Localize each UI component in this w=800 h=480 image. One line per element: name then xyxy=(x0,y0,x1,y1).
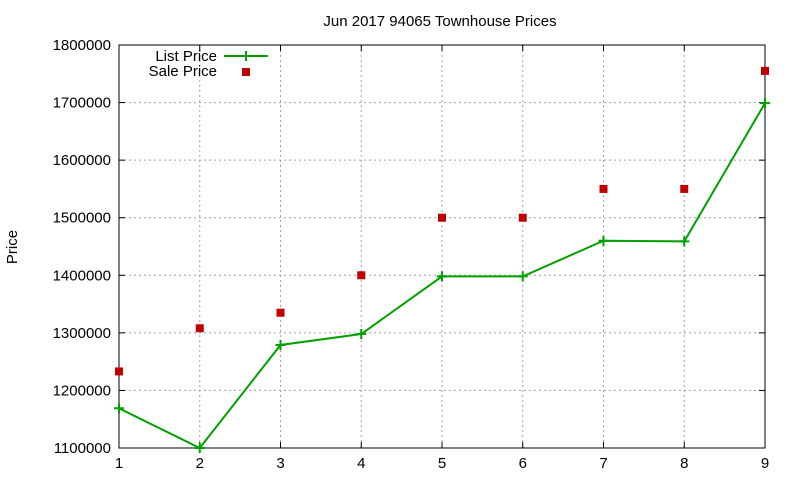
sale-price-point xyxy=(599,184,608,193)
legend-label-sale-price: Sale Price xyxy=(149,63,217,80)
series-layer xyxy=(114,66,770,453)
legend-swatch-sale-price xyxy=(242,68,250,76)
sale-price-point xyxy=(438,213,446,222)
y-axis-label: Price xyxy=(4,230,21,264)
legend-swatch-list-price xyxy=(224,51,268,61)
y-tick-label: 1800000 xyxy=(53,37,111,54)
sale-price-point xyxy=(680,184,689,193)
list-price-point xyxy=(760,98,770,109)
list-price-point xyxy=(114,403,124,414)
list-price-point xyxy=(517,271,528,282)
list-price-point xyxy=(356,329,367,340)
list-price-point xyxy=(679,236,690,247)
sale-price-point xyxy=(357,271,366,280)
x-tick-label: 8 xyxy=(680,455,688,472)
x-tick-label: 4 xyxy=(357,455,365,472)
y-tick-label: 1100000 xyxy=(54,440,111,457)
x-tick-label: 9 xyxy=(761,455,769,472)
x-tick-label: 3 xyxy=(276,455,284,472)
sale-price-point xyxy=(276,308,285,317)
x-tick-label: 1 xyxy=(115,455,123,472)
y-tick-label: 1500000 xyxy=(53,210,111,227)
y-tick-label: 1700000 xyxy=(53,95,111,112)
x-tick-label: 2 xyxy=(196,455,204,472)
legend-marker-list-price xyxy=(241,51,251,61)
x-tick-label: 7 xyxy=(599,455,607,472)
list-price-point xyxy=(194,443,205,453)
grid-layer xyxy=(119,45,765,448)
list-price-point xyxy=(598,235,609,246)
legend-label-list-price: List Price xyxy=(155,48,217,65)
chart-title: Jun 2017 94065 Townhouse Prices xyxy=(323,13,556,30)
list-price-point xyxy=(437,271,447,282)
tick-layer: 1 2 3 4 5 6 7 8 9 1100000 1200000 1300000 1400000 150… xyxy=(53,37,770,472)
y-tick-label: 1200000 xyxy=(53,382,111,399)
sale-price-point xyxy=(115,367,123,376)
legend: List Price Sale Price xyxy=(149,48,268,80)
sale-price-point xyxy=(518,213,527,222)
sale-price-point xyxy=(761,66,769,75)
legend-marker-sale-price xyxy=(242,68,250,76)
x-tick-label: 6 xyxy=(519,455,527,472)
y-tick-label: 1300000 xyxy=(53,325,111,342)
sale-price-point xyxy=(195,324,204,333)
y-tick-label: 1600000 xyxy=(53,152,111,169)
list-price-point xyxy=(275,339,286,350)
x-tick-label: 5 xyxy=(438,455,446,472)
y-tick-label: 1400000 xyxy=(53,267,111,284)
